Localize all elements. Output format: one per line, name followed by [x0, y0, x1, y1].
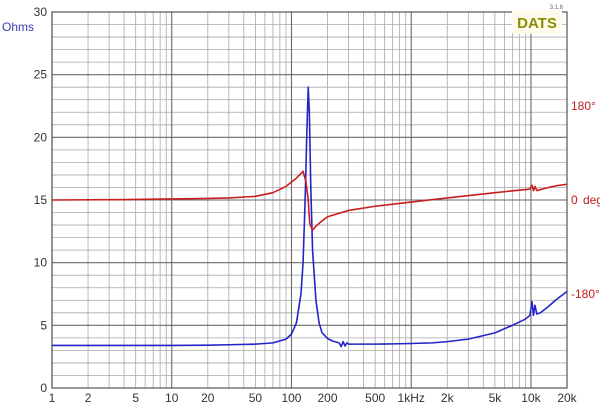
- x-tick-label: 20: [201, 391, 215, 405]
- series-layer: [51, 86, 568, 348]
- x-tick-label: 5: [132, 391, 139, 405]
- phase-series-line: [51, 170, 568, 232]
- watermark-box: [512, 10, 562, 34]
- x-tick-labels: 1 2 5 10 20 50 100 200 500 1kHz 2k 5k 10k 20k: [49, 391, 578, 405]
- y2-tick-label: 180°: [571, 99, 596, 113]
- x-tick-label: 2k: [441, 391, 455, 405]
- y2-tick-label: -180°: [571, 287, 600, 301]
- x-tick-label: 100: [281, 391, 301, 405]
- x-tick-label: 1: [49, 391, 56, 405]
- y-tick-label: 15: [34, 193, 48, 207]
- y2-tick-labels: 180° 0 -180°: [571, 99, 600, 301]
- x-tick-label: 500: [365, 391, 385, 405]
- x-tick-label: 200: [318, 391, 338, 405]
- y2-tick-label: 0: [571, 193, 578, 207]
- x-tick-label: 2: [85, 391, 92, 405]
- x-tick-label: 1kHz: [398, 391, 425, 405]
- y-tick-label: 10: [34, 256, 48, 270]
- x-tick-label: 10: [165, 391, 179, 405]
- x-tick-label: 20k: [557, 391, 577, 405]
- y-tick-label: 30: [34, 5, 48, 19]
- y-tick-label: 25: [34, 68, 48, 82]
- x-tick-label: 5k: [489, 391, 503, 405]
- dats-watermark: DATS 3.1.6: [512, 5, 564, 34]
- watermark-version: 3.1.6: [550, 5, 564, 11]
- x-tick-label: 10k: [521, 391, 541, 405]
- y-tick-label: 20: [34, 130, 48, 144]
- y-tick-labels: 0 5 10 15 20 25 30: [34, 5, 48, 395]
- y2-axis-label: deg: [583, 193, 600, 207]
- y-tick-label: 0: [40, 381, 47, 395]
- impedance-series-line: [52, 86, 568, 348]
- x-tick-label: 50: [249, 391, 263, 405]
- watermark-text: DATS: [517, 15, 557, 32]
- y-tick-label: 5: [40, 318, 47, 332]
- y-axis-label: Ohms: [2, 20, 34, 34]
